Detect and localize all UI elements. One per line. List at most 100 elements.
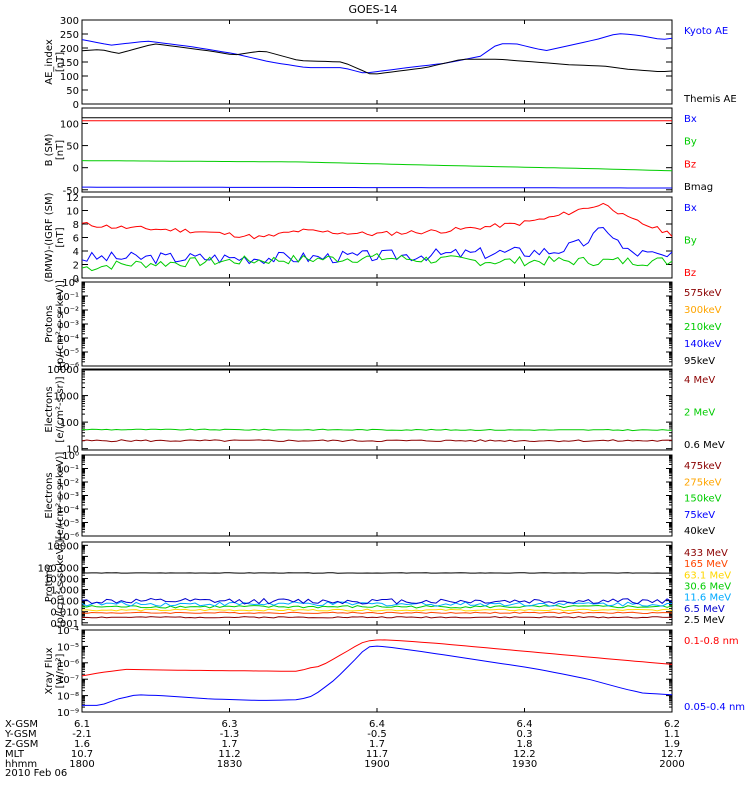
y-tick-label: 0: [73, 100, 79, 111]
y-tick-label: 10⁻⁷: [57, 675, 79, 686]
orbit-value: 1.1: [664, 729, 680, 740]
y-tick-label: 10⁻⁴: [57, 626, 79, 637]
y-axis-label-line: Xray Flux: [44, 647, 55, 694]
y-axis-label: Protons[p/(cm²-s-sr-keV)]: [44, 280, 66, 368]
orbit-value: 1.9: [664, 739, 680, 750]
y-axis-label-line: [e/(cm²-s-sr-keV)]: [55, 452, 66, 540]
orbit-value: 1.7: [222, 739, 238, 750]
orbit-row-label: hhmm: [5, 759, 37, 770]
panel-frame: [81, 196, 673, 279]
series-line: [81, 601, 673, 607]
y-tick-label: 10⁻⁴: [57, 505, 79, 516]
orbit-value: 6.4: [369, 719, 385, 730]
legend-entry: 575keV: [684, 288, 722, 299]
y-tick-label: 4: [73, 247, 79, 258]
y-tick-label: 10⁻⁶: [57, 659, 79, 670]
y-axis-label: (BMW)-(IGRF (SM)[nT]: [44, 192, 66, 282]
panel-7: 0.0010.0100.1001.00010.000100.00010000Pr…: [38, 540, 732, 630]
legend-entry: 275keV: [684, 477, 722, 488]
y-axis-label: Protons[p/(cm²-s-sr-keV)]: [44, 540, 66, 628]
legend-entry: 2.5 MeV: [684, 615, 725, 626]
y-axis-label-line: Electrons: [44, 472, 55, 518]
y-axis-label: Electrons[e/(cm²-s-sr)]: [44, 376, 66, 442]
orbit-row-label: MLT: [5, 749, 25, 760]
legend-entry: 150keV: [684, 494, 722, 505]
panel-6: 10⁻⁶10⁻⁵10⁻⁴10⁻³10⁻²10⁻¹10⁰Electrons[e/(…: [44, 451, 722, 543]
series-line: [81, 597, 673, 605]
panel-frame: [81, 454, 673, 537]
legend-entry: 11.6 MeV: [684, 593, 731, 604]
legend-entry: 300keV: [684, 305, 722, 316]
panel-2: -50 0 50 100 B (SM)[nT] Bx By Bz Bmag: [44, 107, 713, 197]
legend-entry: 0.1-0.8 nm: [684, 636, 739, 647]
panel-frame: [81, 368, 673, 451]
y-axis-label-line: [p/(cm²-s-sr-keV)]: [55, 540, 66, 628]
orbit-value: 1800: [69, 759, 94, 770]
legend-entry: 210keV: [684, 322, 722, 333]
series-line: [81, 616, 673, 619]
y-tick-label: 150: [60, 58, 79, 69]
y-tick-label: 100: [60, 418, 79, 429]
y-tick-label: 10⁻²: [57, 306, 79, 317]
y-axis-label-line: AE_index: [44, 39, 55, 85]
y-axis-label-line: [p/(cm²-s-sr-keV)]: [55, 280, 66, 368]
series-line: [81, 202, 673, 240]
legend-entry: 30.6 MeV: [684, 582, 731, 593]
orbit-value: 6.4: [517, 719, 533, 730]
legend-entry: By: [684, 236, 697, 247]
y-axis-label: AE_index[nT]: [44, 39, 66, 85]
series-line: [81, 639, 673, 677]
y-tick-label: 0.010: [50, 608, 79, 619]
orbit-value: 0.3: [517, 729, 533, 740]
y-tick-label: 10⁰: [62, 278, 79, 289]
y-tick-label: 250: [60, 30, 79, 41]
orbit-value: 1830: [217, 759, 242, 770]
orbit-value: 11.2: [218, 749, 240, 760]
y-tick-label: 0: [73, 274, 79, 285]
y-axis-label: Xray Flux[W/m²]: [44, 647, 66, 694]
y-tick-label: 10⁻³: [57, 320, 79, 331]
legend-entry: 6.5 MeV: [684, 604, 725, 615]
y-tick-label: 10⁻¹: [57, 465, 79, 476]
legend-entry: Themis AE: [683, 94, 737, 105]
panel-frame: [81, 629, 673, 713]
orbit-value: 6.1: [74, 719, 90, 730]
orbit-value: 2000: [659, 759, 684, 770]
legend-entry: Bx: [684, 203, 697, 214]
y-tick-label: 10000: [47, 365, 79, 376]
series-line: [81, 226, 673, 265]
y-tick-label: 0.001: [50, 619, 79, 630]
panel-4: 10⁻⁶10⁻⁵10⁻⁴10⁻³10⁻²10⁻¹10⁰Protons[p/(cm…: [44, 278, 722, 373]
series-line: [81, 608, 673, 612]
series-line: [81, 160, 673, 172]
orbit-value: 1930: [512, 759, 537, 770]
panel-frame: [81, 281, 673, 367]
orbit-value: 1.6: [74, 739, 90, 750]
orbit-value: -1.3: [220, 729, 240, 740]
y-tick-label: 10⁻⁶: [57, 362, 79, 373]
y-tick-label: 1000: [54, 392, 79, 403]
y-tick-label: 2: [73, 261, 79, 272]
legend-entry: Bz: [684, 268, 696, 279]
legend-entry: 63.1 MeV: [684, 570, 731, 581]
legend-entry: 165 MeV: [684, 559, 728, 570]
orbit-value: 1.7: [369, 739, 385, 750]
y-tick-label: 50: [66, 86, 79, 97]
legend-entry: Bz: [684, 159, 696, 170]
series-line: [81, 439, 673, 443]
y-axis-label: Electrons[e/(cm²-s-sr-keV)]: [44, 452, 66, 540]
y-tick-label: 100: [60, 72, 79, 83]
y-axis-label-line: [W/m²]: [55, 653, 66, 688]
orbit-value: 6.2: [664, 719, 680, 730]
y-tick-label: 6: [73, 234, 79, 245]
orbit-value: 12.2: [513, 749, 535, 760]
y-tick-label: 100.000: [38, 563, 79, 574]
legend-entry: 2 MeV: [684, 408, 715, 419]
date-label: 2010 Feb 06: [5, 768, 67, 779]
y-tick-label: 10⁰: [62, 451, 79, 462]
orbit-row-label: Z-GSM: [5, 739, 38, 750]
